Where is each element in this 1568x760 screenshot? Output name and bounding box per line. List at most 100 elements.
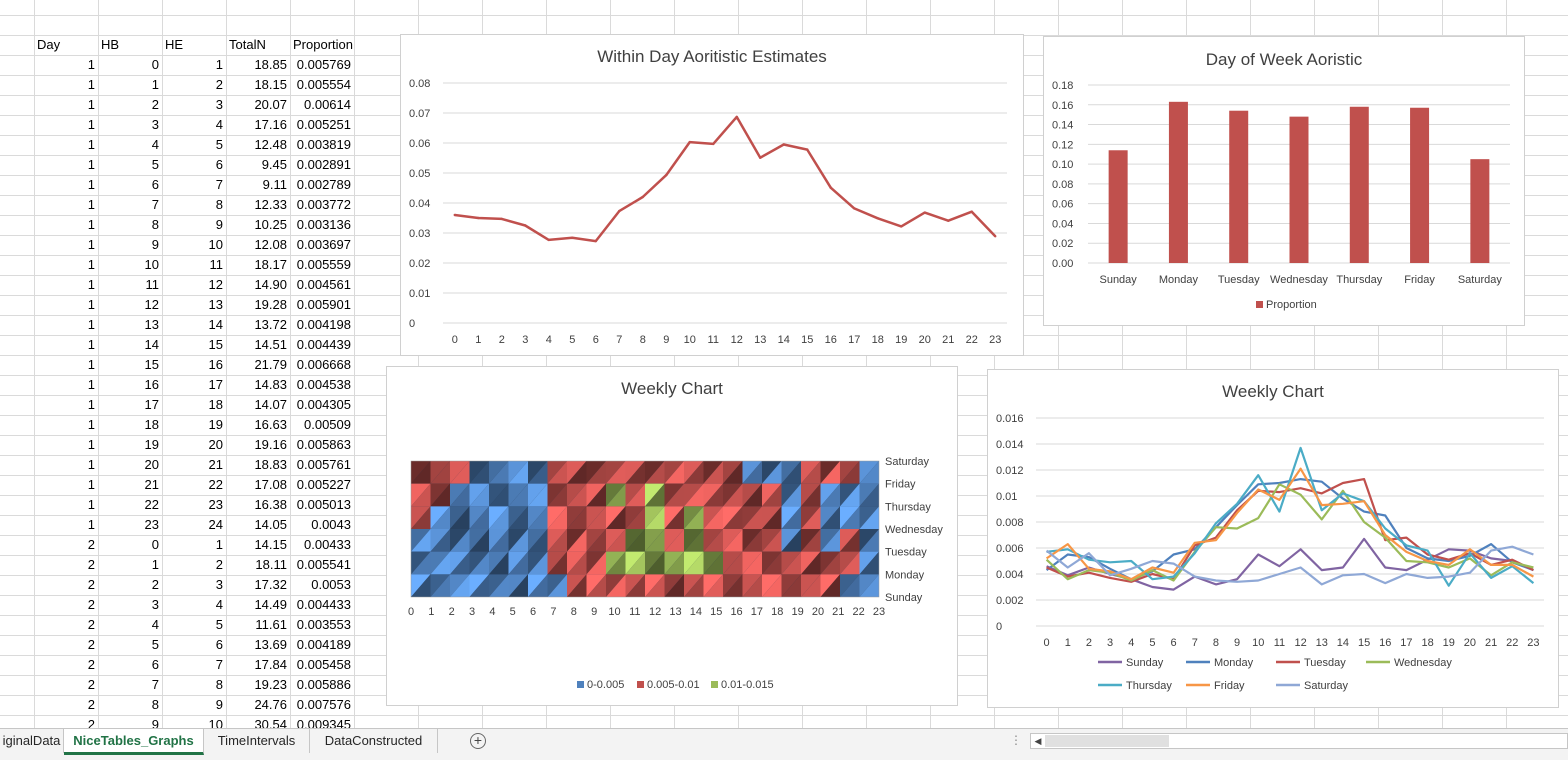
cell-he[interactable]: 8: [215, 197, 223, 212]
cell-proportion[interactable]: 0.003553: [296, 617, 351, 632]
cell-hb[interactable]: 4: [151, 137, 159, 152]
cell-totaln[interactable]: 18.11: [255, 557, 287, 572]
cell-he[interactable]: 16: [208, 357, 223, 372]
cell-hb[interactable]: 22: [144, 497, 159, 512]
cell-he[interactable]: 3: [215, 97, 223, 112]
cell-proportion[interactable]: 0.004561: [296, 277, 351, 292]
cell-proportion[interactable]: 0.002891: [296, 157, 351, 172]
tab-original-data[interactable]: iginalData: [0, 729, 64, 753]
cell-he[interactable]: 1: [215, 57, 223, 72]
cell-totaln[interactable]: 19.23: [254, 677, 287, 692]
cell-day[interactable]: 1: [87, 177, 95, 192]
cell-day[interactable]: 1: [87, 197, 95, 212]
cell-he[interactable]: 12: [208, 277, 223, 292]
cell-day[interactable]: 1: [87, 517, 95, 532]
cell-proportion[interactable]: 0.004198: [296, 317, 351, 332]
cell-day[interactable]: 1: [87, 77, 95, 92]
add-sheet-icon[interactable]: +: [470, 733, 486, 749]
cell-day[interactable]: 2: [87, 557, 95, 572]
cell-hb[interactable]: 0: [151, 57, 159, 72]
cell-he[interactable]: 14: [208, 317, 223, 332]
cell-totaln[interactable]: 17.84: [254, 657, 287, 672]
cell-hb[interactable]: 23: [144, 517, 159, 532]
cell-proportion[interactable]: 0.005227: [296, 477, 351, 492]
cell-proportion[interactable]: 0.005761: [296, 457, 351, 472]
cell-proportion[interactable]: 0.004189: [296, 637, 351, 652]
cell-hb[interactable]: 7: [151, 677, 159, 692]
cell-he[interactable]: 10: [208, 237, 223, 252]
cell-proportion[interactable]: 0.005554: [296, 77, 351, 92]
cell-proportion[interactable]: 0.005251: [296, 117, 351, 132]
cell-hb[interactable]: 2: [151, 577, 159, 592]
cell-he[interactable]: 1: [215, 537, 223, 552]
cell-he[interactable]: 9: [215, 697, 223, 712]
cell-hb[interactable]: 13: [144, 317, 159, 332]
within-day-chart[interactable]: Within Day Aoritistic Estimates 0 0.01 0.0…: [400, 34, 1024, 356]
spreadsheet-grid[interactable]: Day HB HE TotalN Proportion 1 0 1 18.85 0.005769 1…: [0, 0, 1568, 728]
cell-he[interactable]: 20: [208, 437, 223, 452]
cell-day[interactable]: 2: [87, 537, 95, 552]
cell-day[interactable]: 1: [87, 57, 95, 72]
cell-day[interactable]: 1: [87, 157, 95, 172]
cell-day[interactable]: 2: [87, 677, 95, 692]
cell-totaln[interactable]: 17.32: [254, 577, 287, 592]
cell-proportion[interactable]: 0.005013: [296, 497, 351, 512]
cell-totaln[interactable]: 14.83: [254, 377, 287, 392]
cell-proportion[interactable]: 0.003136: [296, 217, 351, 232]
cell-totaln[interactable]: 14.05: [254, 517, 287, 532]
cell-proportion[interactable]: 0.0043: [311, 517, 351, 532]
cell-he[interactable]: 8: [215, 677, 223, 692]
cell-hb[interactable]: 9: [151, 237, 159, 252]
cell-proportion[interactable]: 0.005901: [296, 297, 351, 312]
cell-totaln[interactable]: 16.63: [254, 417, 287, 432]
cell-proportion[interactable]: 0.00433: [304, 537, 351, 552]
cell-he[interactable]: 18: [208, 397, 223, 412]
cell-proportion[interactable]: 0.007576: [296, 697, 351, 712]
cell-proportion[interactable]: 0.004439: [296, 337, 351, 352]
cell-day[interactable]: 2: [87, 717, 95, 728]
cell-he[interactable]: 7: [215, 177, 223, 192]
cell-proportion[interactable]: 0.003819: [296, 137, 351, 152]
cell-hb[interactable]: 1: [151, 557, 159, 572]
cell-hb[interactable]: 1: [151, 77, 159, 92]
scroll-left-icon[interactable]: ◀: [1034, 736, 1042, 746]
cell-hb[interactable]: 17: [144, 397, 159, 412]
cell-totaln[interactable]: 18.17: [254, 257, 287, 272]
header-cell-he[interactable]: HE: [165, 37, 184, 52]
cell-proportion[interactable]: 0.005769: [296, 57, 351, 72]
cell-proportion[interactable]: 0.0053: [311, 577, 351, 592]
cell-proportion[interactable]: 0.006668: [296, 357, 351, 372]
cell-he[interactable]: 11: [209, 257, 224, 272]
cell-hb[interactable]: 11: [145, 277, 160, 292]
cell-totaln[interactable]: 18.83: [254, 457, 287, 472]
cell-he[interactable]: 9: [215, 217, 223, 232]
cell-he[interactable]: 22: [208, 477, 223, 492]
cell-totaln[interactable]: 14.51: [254, 337, 287, 352]
cell-proportion[interactable]: 0.003772: [296, 197, 351, 212]
cell-totaln[interactable]: 14.07: [254, 397, 287, 412]
cell-he[interactable]: 6: [215, 157, 223, 172]
cell-hb[interactable]: 5: [151, 157, 159, 172]
cell-he[interactable]: 7: [215, 657, 223, 672]
cell-hb[interactable]: 9: [151, 717, 159, 728]
cell-totaln[interactable]: 20.07: [254, 97, 287, 112]
header-cell-hb[interactable]: HB: [101, 37, 120, 52]
cell-hb[interactable]: 15: [144, 357, 159, 372]
cell-totaln[interactable]: 9.45: [261, 157, 287, 172]
cell-totaln[interactable]: 12.33: [254, 197, 287, 212]
cell-proportion[interactable]: 0.002789: [296, 177, 351, 192]
cell-proportion[interactable]: 0.009345: [296, 717, 351, 728]
cell-day[interactable]: 2: [87, 597, 95, 612]
cell-he[interactable]: 23: [208, 497, 223, 512]
cell-day[interactable]: 1: [87, 237, 95, 252]
cell-hb[interactable]: 20: [144, 457, 159, 472]
cell-day[interactable]: 1: [87, 417, 95, 432]
cell-totaln[interactable]: 13.69: [254, 637, 287, 652]
cell-totaln[interactable]: 19.28: [254, 297, 287, 312]
cell-proportion[interactable]: 0.004433: [296, 597, 351, 612]
cell-he[interactable]: 4: [215, 597, 223, 612]
cell-day[interactable]: 1: [87, 217, 95, 232]
tab-nice-tables-graphs[interactable]: NiceTables_Graphs: [64, 729, 204, 755]
cell-totaln[interactable]: 18.15: [254, 77, 287, 92]
cell-he[interactable]: 2: [215, 77, 223, 92]
